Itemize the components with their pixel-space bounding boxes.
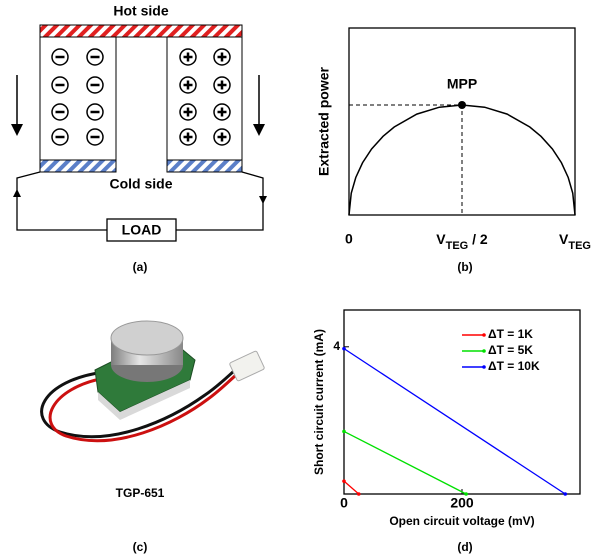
data-line (344, 431, 466, 494)
legend-label: ΔT = 5K (488, 343, 533, 357)
plot-frame (344, 310, 580, 494)
legend-marker (482, 349, 486, 353)
panel-label: (d) (457, 540, 472, 554)
panel-label: (c) (133, 540, 148, 554)
legend-marker (482, 333, 486, 337)
p-leg (167, 37, 242, 160)
tick-label-part: / 2 (468, 231, 488, 247)
figure: Hot side Cold side LOAD TGP-651 (a) (b) … (0, 0, 611, 560)
x-axis-label: Open circuit voltage (mV) (389, 514, 534, 528)
tick-label-part: TEG (568, 240, 591, 252)
hot-plate (40, 25, 242, 37)
legend-marker (482, 365, 486, 369)
diagram-a: Hot side Cold side LOAD (17, 3, 263, 241)
data-point (342, 479, 346, 483)
data-point (464, 492, 468, 496)
cold-plate (40, 160, 116, 172)
x-tick-label: 200 (450, 495, 474, 511)
data-line (344, 481, 359, 494)
panel-label: (a) (133, 260, 148, 274)
x-tick-label: 0 (345, 231, 353, 247)
annotation: MPP (447, 76, 477, 92)
y-tick-label: 4 (333, 339, 340, 353)
data-point (342, 430, 346, 434)
panel-label: (b) (457, 260, 472, 274)
legend-label: ΔT = 1K (488, 327, 533, 341)
photo-caption: TGP-651 (116, 486, 165, 500)
tick-label-part: TEG (446, 240, 469, 252)
data-point (357, 492, 361, 496)
x-tick-label: VTEG (559, 231, 591, 252)
cylinder-top (111, 321, 183, 355)
legend-label: ΔT = 10K (488, 359, 540, 373)
cold-plate (167, 160, 242, 172)
guide-line (349, 105, 462, 215)
x-tick-label: 0 (340, 495, 348, 511)
mpp-point (458, 101, 466, 109)
hot-side-label: Hot side (113, 3, 168, 19)
cold-side-label: Cold side (109, 176, 172, 192)
x-tick-label: VTEG / 2 (436, 231, 488, 252)
data-point (563, 492, 567, 496)
y-axis-label: Short circuit current (mA) (312, 329, 326, 475)
y-axis-label: Extracted power (316, 66, 332, 175)
data-point (342, 347, 346, 351)
load-label: LOAD (122, 222, 162, 238)
photo-c: TGP-651 (42, 321, 265, 500)
